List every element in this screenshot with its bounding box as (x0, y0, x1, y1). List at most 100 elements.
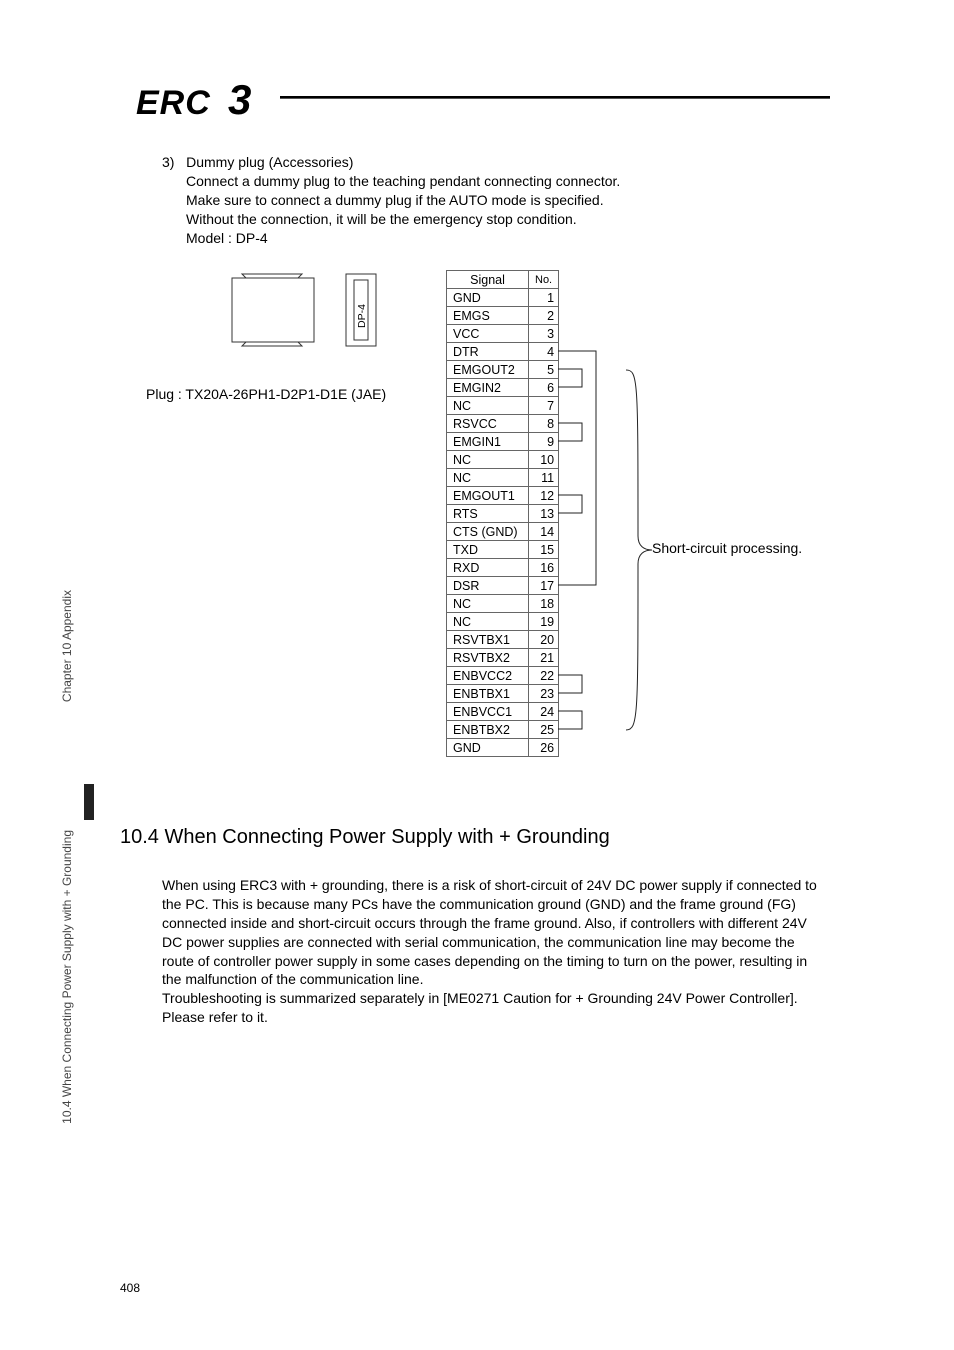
pin-no: 23 (529, 685, 559, 703)
pin-no: 14 (529, 523, 559, 541)
pin-signal: RXD (447, 559, 529, 577)
pin-signal: EMGOUT2 (447, 361, 529, 379)
side-black-indicator (84, 784, 94, 820)
pin-no: 26 (529, 739, 559, 757)
pin-no: 18 (529, 595, 559, 613)
item-3-title: Dummy plug (Accessories) (186, 154, 353, 170)
pin-no: 15 (529, 541, 559, 559)
pin-signal: GND (447, 739, 529, 757)
item-3-line-2: Without the connection, it will be the e… (186, 211, 577, 227)
item-3-line-3: Model : DP-4 (186, 230, 268, 246)
pin-no: 13 (529, 505, 559, 523)
pin-signal: DSR (447, 577, 529, 595)
pin-signal: GND (447, 289, 529, 307)
pin-signal: RSVCC (447, 415, 529, 433)
pin-row: EMGIN19 (447, 433, 559, 451)
pin-no: 9 (529, 433, 559, 451)
pin-signal: NC (447, 595, 529, 613)
pin-no: 22 (529, 667, 559, 685)
pin-table: Signal No. GND1EMGS2VCC3DTR4EMGOUT25EMGI… (446, 270, 559, 757)
pin-signal: ENBVCC2 (447, 667, 529, 685)
item-3-num: 3) (162, 154, 174, 170)
pin-header-signal: Signal (447, 271, 529, 289)
pin-row: DTR4 (447, 343, 559, 361)
pin-row: RSVTBX221 (447, 649, 559, 667)
section-heading: 10.4 When Connecting Power Supply with +… (120, 826, 610, 849)
pin-signal: ENBVCC1 (447, 703, 529, 721)
pin-signal: RSVTBX1 (447, 631, 529, 649)
pin-row: NC19 (447, 613, 559, 631)
side-tab-chapter: Chapter 10 Appendix (60, 390, 74, 702)
plug-label-text: DP-4 (356, 304, 368, 328)
item-3-line-0: Connect a dummy plug to the teaching pen… (186, 173, 620, 189)
pin-signal: TXD (447, 541, 529, 559)
pin-no: 17 (529, 577, 559, 595)
pin-no: 19 (529, 613, 559, 631)
pin-no: 5 (529, 361, 559, 379)
pin-signal: EMGS (447, 307, 529, 325)
pin-signal: CTS (GND) (447, 523, 529, 541)
pin-row: GND26 (447, 739, 559, 757)
pin-no: 1 (529, 289, 559, 307)
pin-row: ENBVCC222 (447, 667, 559, 685)
pin-header-no: No. (529, 271, 559, 289)
pin-row: EMGS2 (447, 307, 559, 325)
pin-row: ENBTBX123 (447, 685, 559, 703)
pin-signal: EMGIN1 (447, 433, 529, 451)
side-tab-section: 10.4 When Connecting Power Supply with +… (60, 830, 74, 1124)
pin-signal: NC (447, 451, 529, 469)
item-3-line-1: Make sure to connect a dummy plug if the… (186, 192, 604, 208)
short-circuit-label: Short-circuit processing. (652, 540, 802, 556)
header-rule (280, 96, 830, 99)
page-number: 408 (120, 1281, 140, 1295)
pin-signal: VCC (447, 325, 529, 343)
pin-no: 3 (529, 325, 559, 343)
plug-model-text: Plug : TX20A-26PH1-D2P1-D1E (JAE) (146, 386, 386, 402)
pin-signal: RSVTBX2 (447, 649, 529, 667)
pin-row: DSR17 (447, 577, 559, 595)
pin-signal: ENBTBX2 (447, 721, 529, 739)
pin-row: RSVCC8 (447, 415, 559, 433)
pin-no: 6 (529, 379, 559, 397)
pin-row: EMGOUT112 (447, 487, 559, 505)
pin-no: 2 (529, 307, 559, 325)
plug-diagram: DP-4 (228, 270, 400, 350)
pin-row: RTS13 (447, 505, 559, 523)
pin-no: 20 (529, 631, 559, 649)
pin-row: EMGIN26 (447, 379, 559, 397)
pin-row: GND1 (447, 289, 559, 307)
pin-no: 16 (529, 559, 559, 577)
item-3-block: 3) Dummy plug (Accessories) Connect a du… (162, 153, 620, 247)
logo-text: ERC (136, 84, 211, 123)
pin-row: ENBVCC124 (447, 703, 559, 721)
pin-no: 25 (529, 721, 559, 739)
pin-no: 7 (529, 397, 559, 415)
pin-no: 4 (529, 343, 559, 361)
pin-signal: NC (447, 613, 529, 631)
pin-no: 8 (529, 415, 559, 433)
section-para-1: When using ERC3 with + grounding, there … (162, 877, 817, 987)
pin-signal: ENBTBX1 (447, 685, 529, 703)
pin-row: VCC3 (447, 325, 559, 343)
pin-row: NC10 (447, 451, 559, 469)
pin-row: TXD15 (447, 541, 559, 559)
pin-row: ENBTBX225 (447, 721, 559, 739)
wiring-svg (558, 286, 678, 786)
pin-signal: RTS (447, 505, 529, 523)
pin-no: 11 (529, 469, 559, 487)
section-para-2: Troubleshooting is summarized separately… (162, 990, 798, 1025)
section-body: When using ERC3 with + grounding, there … (162, 876, 828, 1027)
pin-no: 21 (529, 649, 559, 667)
pin-row: NC7 (447, 397, 559, 415)
pin-signal: EMGOUT1 (447, 487, 529, 505)
pin-row: EMGOUT25 (447, 361, 559, 379)
pin-no: 12 (529, 487, 559, 505)
pin-row: RSVTBX120 (447, 631, 559, 649)
side-tab-1-label: Chapter 10 Appendix (60, 590, 74, 702)
pin-no: 10 (529, 451, 559, 469)
logo-numeral: 3 (228, 76, 251, 124)
plug-diagram-svg: DP-4 (228, 270, 408, 354)
pin-signal: DTR (447, 343, 529, 361)
pin-row: RXD16 (447, 559, 559, 577)
pin-row: CTS (GND)14 (447, 523, 559, 541)
